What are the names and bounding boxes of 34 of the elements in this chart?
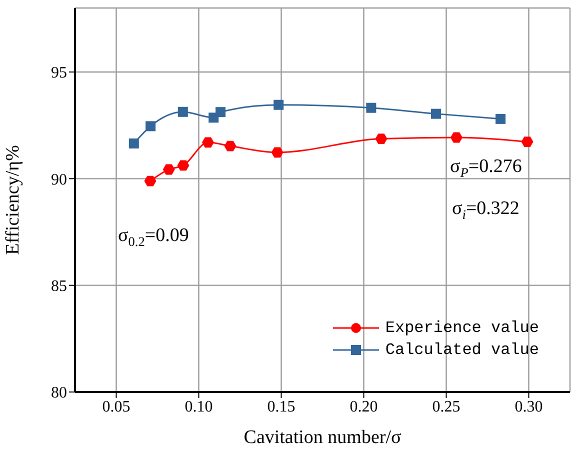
y-tick-label: 90: [51, 171, 67, 188]
legend-label: Experience value: [385, 319, 539, 337]
y-tick-label: 85: [51, 278, 67, 296]
point: [521, 136, 534, 147]
x-tick-label: 0.20: [350, 398, 378, 416]
y-tick-label: 95: [51, 64, 67, 82]
point: [178, 106, 188, 117]
x-axis-title: Cavitation number/σ: [244, 427, 402, 448]
point: [128, 138, 139, 148]
x-tick-label: 0.25: [432, 398, 460, 416]
annotation: σ$_{0.2}$=0.09: [118, 225, 189, 249]
point: [496, 114, 506, 124]
point: [216, 107, 226, 118]
point: [144, 176, 156, 186]
point: [224, 140, 236, 152]
point: [274, 100, 284, 110]
annotation: σ$_{i}$=0.322: [452, 198, 520, 222]
point: [146, 121, 156, 132]
point: [450, 132, 462, 143]
point: [202, 137, 214, 148]
point: [431, 108, 442, 119]
annotation: σ$_{P}$=0.276: [450, 156, 522, 180]
point: [162, 164, 175, 175]
x-tick-label: 0.10: [184, 398, 213, 416]
y-tick-label: 80: [51, 384, 67, 402]
y-axis-title: Efficiency/η%: [2, 144, 24, 255]
point: [366, 102, 376, 113]
legend-label: Calculated value: [385, 341, 539, 359]
point: [271, 147, 284, 158]
x-tick-label: 0.30: [514, 398, 543, 416]
point: [177, 160, 190, 171]
x-tick-label: 0.05: [102, 398, 130, 416]
x-tick-label: 0.15: [267, 398, 296, 416]
point: [375, 134, 388, 144]
